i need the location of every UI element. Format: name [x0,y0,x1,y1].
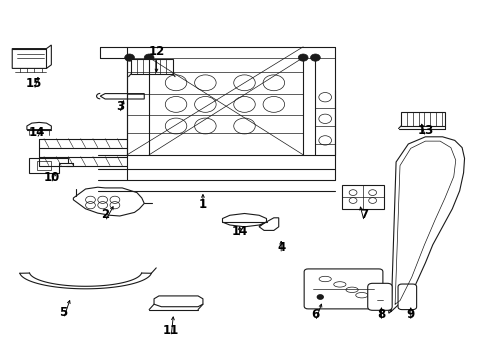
Circle shape [144,54,154,61]
Text: 14: 14 [231,225,247,238]
Circle shape [310,54,320,61]
Text: 10: 10 [43,171,60,184]
FancyBboxPatch shape [367,283,391,310]
Circle shape [298,54,307,61]
Text: 1: 1 [199,198,206,211]
Text: 7: 7 [360,208,367,221]
Text: 6: 6 [311,308,319,321]
Text: 4: 4 [277,241,285,254]
Text: 14: 14 [28,126,45,139]
Text: 12: 12 [148,45,164,58]
Text: 2: 2 [101,208,109,221]
FancyBboxPatch shape [400,112,444,126]
Text: 11: 11 [163,324,179,337]
Text: 5: 5 [60,306,67,319]
FancyBboxPatch shape [37,161,51,170]
FancyBboxPatch shape [304,269,382,309]
Text: 3: 3 [116,100,123,113]
Circle shape [317,295,323,299]
Text: 8: 8 [377,308,385,321]
Text: 15: 15 [26,77,42,90]
FancyBboxPatch shape [397,284,416,310]
Circle shape [124,54,134,61]
Text: 9: 9 [406,308,414,321]
FancyBboxPatch shape [342,185,383,209]
FancyBboxPatch shape [131,59,172,74]
Text: 13: 13 [416,124,433,137]
